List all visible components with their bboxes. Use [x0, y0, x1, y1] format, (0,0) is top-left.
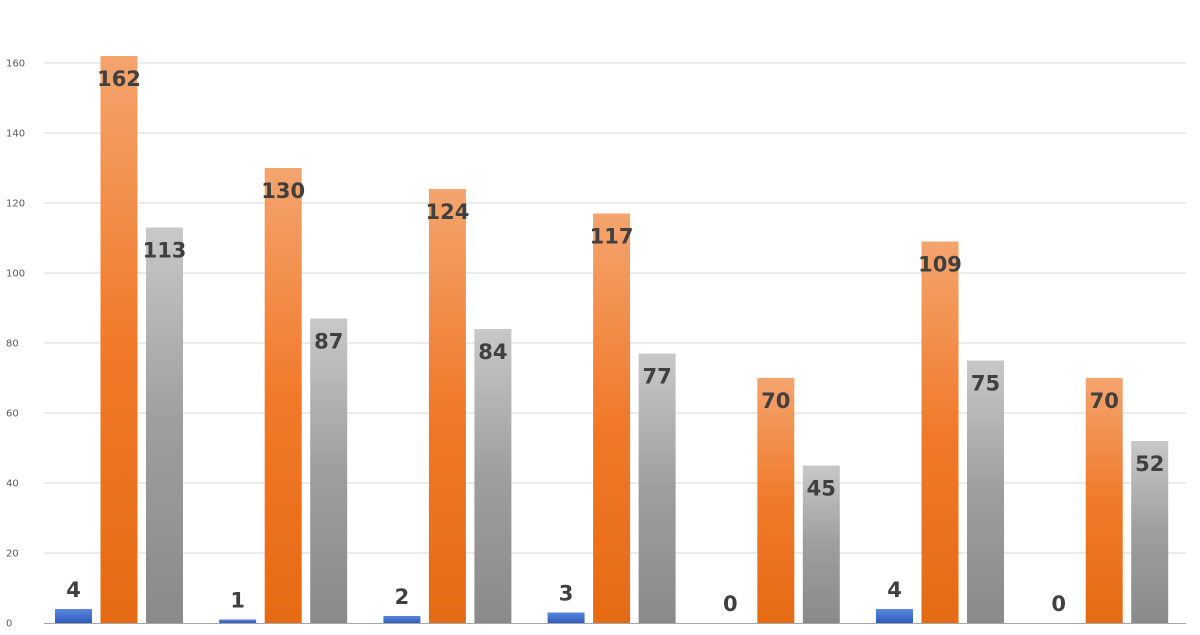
data-label: 162	[97, 67, 141, 91]
y-tick-label: 120	[6, 199, 25, 210]
data-label: 124	[425, 200, 469, 224]
data-label: 45	[807, 477, 836, 501]
y-axis-ticks: 0 20 40 60 80 100 120 140 160	[6, 59, 25, 630]
bar-s2-c1	[310, 318, 348, 623]
bar-s2-c4	[802, 465, 840, 623]
bar-s2-c3	[638, 353, 676, 623]
data-label: 70	[761, 389, 790, 413]
data-label: 1	[230, 589, 245, 613]
data-label: 3	[559, 582, 574, 606]
data-label: 87	[314, 330, 343, 354]
bar-s2-c2	[474, 329, 512, 623]
data-label: 130	[261, 179, 305, 203]
data-label: 4	[887, 578, 902, 602]
bar-s1-c3	[593, 213, 631, 623]
bar-s1-c2	[428, 189, 466, 623]
data-label: 84	[478, 340, 507, 364]
bars	[55, 56, 1169, 623]
data-label: 52	[1135, 452, 1164, 476]
bar-s1-c4	[757, 378, 795, 623]
y-tick-label: 60	[6, 409, 19, 420]
bar-s1-c5	[921, 241, 959, 623]
bar-s0-c3	[547, 612, 585, 623]
data-label: 109	[918, 253, 962, 277]
data-label: 2	[395, 585, 410, 609]
y-tick-label: 160	[6, 59, 25, 70]
y-tick-label: 140	[6, 129, 25, 140]
data-label: 70	[1090, 389, 1119, 413]
data-label: 4	[66, 578, 81, 602]
data-labels: 4 162 113 1 130 87 2 124 84 3 117 77 0 70 45 4 109 75 0 70 5…	[66, 67, 1164, 616]
bar-s2-c6	[1131, 441, 1169, 623]
y-tick-label: 100	[6, 269, 25, 280]
bar-s1-c0	[100, 56, 138, 623]
bar-s1-c1	[264, 168, 302, 623]
y-tick-label: 80	[6, 339, 19, 350]
bar-s1-c6	[1085, 378, 1123, 623]
data-label: 0	[1051, 592, 1066, 616]
data-label: 77	[642, 365, 671, 389]
data-label: 117	[590, 225, 634, 249]
y-tick-label: 0	[6, 619, 12, 630]
bar-s0-c5	[876, 609, 913, 623]
bar-s0-c2	[383, 616, 421, 623]
bar-s2-c0	[146, 227, 183, 623]
data-label: 0	[723, 592, 738, 616]
y-tick-label: 40	[6, 479, 19, 490]
data-label: 75	[971, 372, 1000, 396]
bar-s0-c0	[55, 609, 92, 623]
data-label: 113	[143, 239, 187, 263]
bar-s2-c5	[967, 360, 1004, 623]
y-tick-label: 20	[6, 549, 19, 560]
bar-s0-c1	[219, 619, 257, 623]
